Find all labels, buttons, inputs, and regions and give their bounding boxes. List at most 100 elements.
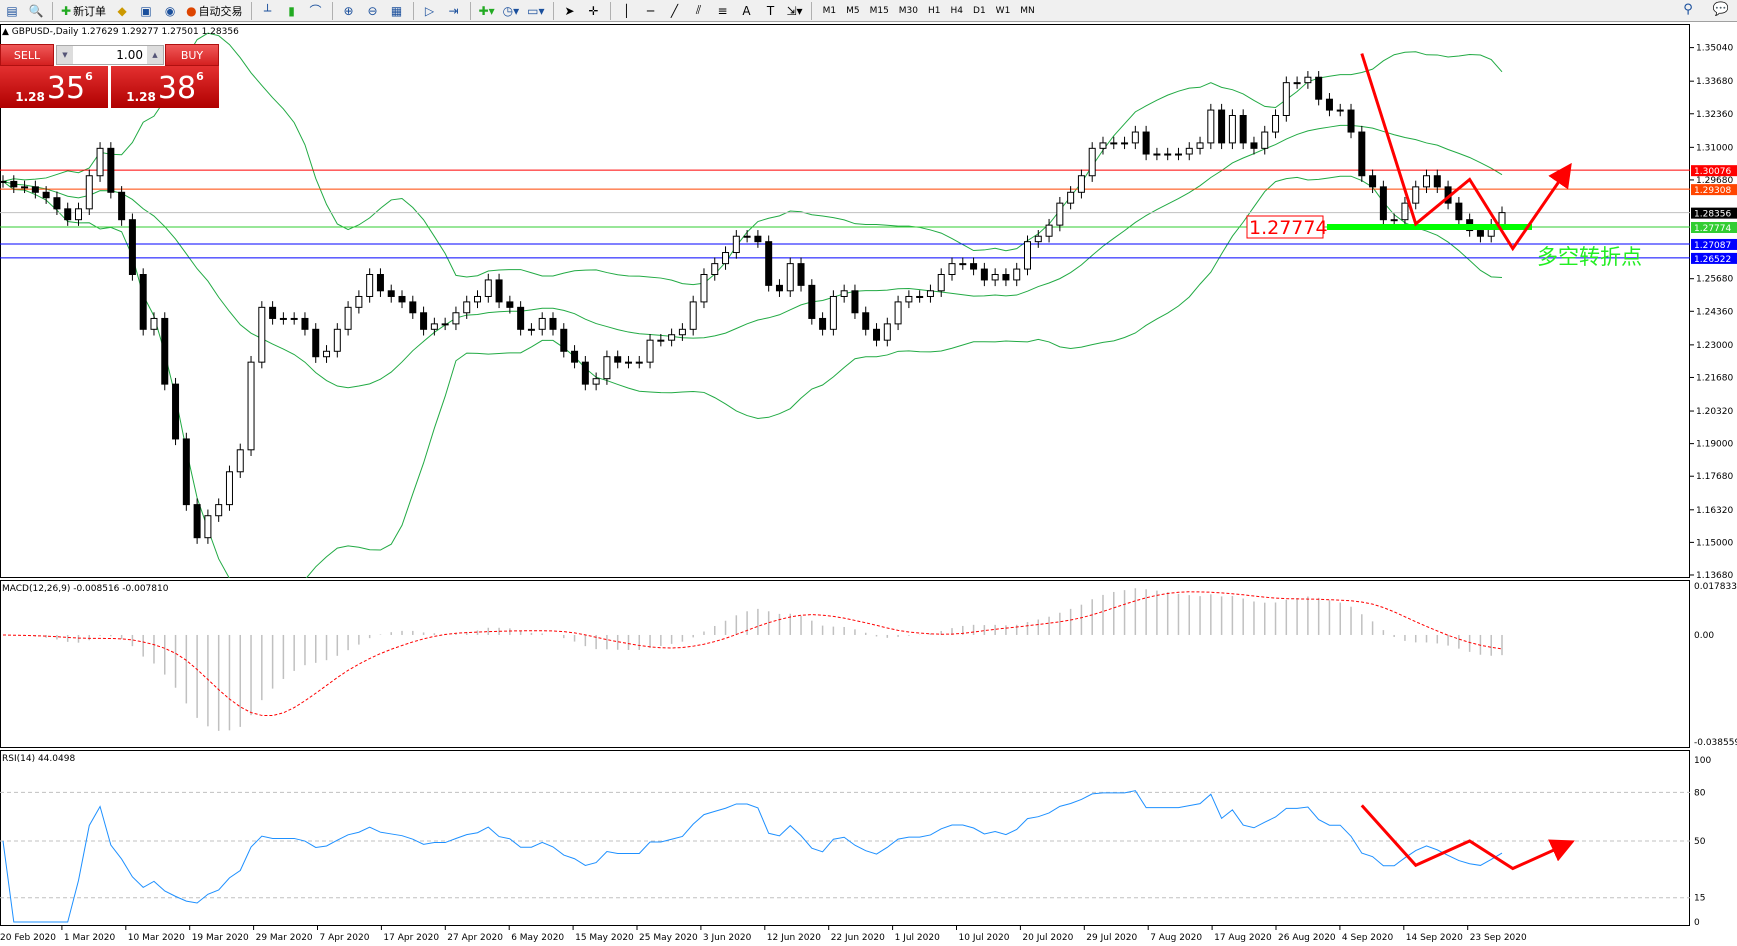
chart-shift-icon[interactable]: ⇥	[448, 3, 459, 18]
candle	[797, 263, 805, 286]
sell-button[interactable]: SELL	[0, 44, 54, 66]
auto-scroll-icon[interactable]: ▷	[424, 3, 435, 18]
candle	[64, 208, 72, 221]
y-tick-label: 1.29680	[1696, 176, 1733, 186]
templates-icon[interactable]: ▭▾	[527, 3, 545, 18]
candle	[1088, 147, 1096, 177]
x-tick-label: 1 Mar 2020	[64, 933, 116, 943]
candle	[851, 290, 859, 314]
y-tick-label: 1.13680	[1696, 571, 1733, 581]
arrows-icon[interactable]: ⇲▾	[786, 3, 803, 18]
fibonacci-icon[interactable]: ≡	[717, 3, 728, 18]
new-order-button[interactable]: ✚ 新订单	[59, 1, 108, 20]
terminal-icon[interactable]: ▣	[140, 3, 152, 18]
chart-header: ▲ GBPUSD-,Daily 1.27629 1.29277 1.27501 …	[2, 27, 239, 37]
zoom-in-icon[interactable]: ⊕	[343, 3, 354, 18]
candle	[754, 235, 762, 243]
candle	[1476, 230, 1484, 237]
y-tick-label: 1.19000	[1696, 440, 1733, 450]
bar-chart-icon[interactable]: ┴	[263, 3, 272, 18]
text-label-icon[interactable]: T	[766, 3, 775, 18]
increase-lot-icon[interactable]: ▲	[147, 46, 163, 64]
search-icon[interactable]: ⚲	[1683, 2, 1693, 17]
candle	[128, 219, 136, 276]
candle	[1077, 175, 1085, 193]
tile-windows-icon[interactable]: ▦	[390, 3, 403, 18]
candle	[592, 378, 600, 385]
sell-price-pips: 35	[46, 71, 86, 106]
indicators-icon[interactable]: ✚▾	[478, 3, 495, 18]
candle	[333, 328, 341, 352]
candle	[1013, 268, 1021, 281]
data-window-icon[interactable]: 🔍	[28, 3, 44, 18]
candle	[10, 180, 18, 188]
timeframe-h4[interactable]: H4	[950, 5, 964, 16]
divider	[250, 1, 252, 20]
candle	[668, 334, 676, 341]
candle	[1293, 82, 1301, 85]
candlestick-icon[interactable]: ▮	[288, 3, 295, 18]
timeframe-h1[interactable]: H1	[928, 5, 941, 16]
candle	[538, 317, 546, 330]
crosshair-icon[interactable]: ✛	[588, 3, 599, 18]
rsi-title: RSI(14) 44.0498	[2, 754, 75, 764]
candle	[1067, 191, 1075, 204]
timeframe-m5[interactable]: M5	[846, 5, 860, 16]
timeframe-m1[interactable]: M1	[822, 5, 837, 16]
sell-price[interactable]: 1.28 35 6	[0, 66, 108, 108]
candle	[85, 175, 93, 210]
candle	[1110, 142, 1118, 145]
vertical-line-icon[interactable]: │	[622, 3, 631, 18]
timeframe-mn[interactable]: MN	[1020, 5, 1035, 16]
metaeditor-icon[interactable]: ◆	[117, 3, 127, 18]
x-tick-label: 1 Jul 2020	[895, 933, 940, 943]
channel-icon[interactable]: ⫽	[695, 3, 702, 17]
chart-window[interactable]: 1.35040 1.33680 1.32360 1.31000 1.29680 1.256…	[0, 24, 1737, 946]
candle	[161, 317, 169, 385]
chat-icon[interactable]: 💬	[1712, 2, 1729, 17]
lot-stepper[interactable]: ▼ 1.00 ▲	[56, 45, 164, 65]
candle	[775, 284, 783, 292]
macd-y-label: 0.00	[1694, 631, 1714, 641]
line-chart-icon[interactable]: ⌒	[309, 4, 322, 18]
text-icon[interactable]: A	[742, 3, 751, 18]
buy-price[interactable]: 1.28 38 6	[111, 66, 219, 108]
x-tick-label: 26 Aug 2020	[1278, 933, 1336, 943]
zoom-out-icon[interactable]: ⊖	[367, 3, 378, 18]
timeframe-m15[interactable]: M15	[869, 5, 889, 16]
candle	[937, 274, 945, 292]
candle	[74, 208, 82, 221]
timeframe-d1[interactable]: D1	[973, 5, 986, 16]
collapse-icon[interactable]: ▲	[2, 27, 12, 37]
y-tick-label: 1.31000	[1696, 143, 1733, 153]
candle	[107, 147, 115, 193]
candle	[1272, 114, 1280, 133]
timeframe-m30[interactable]: M30	[898, 5, 919, 16]
cursor-icon[interactable]: ➤	[564, 3, 575, 18]
candle	[355, 295, 363, 308]
candle	[1304, 76, 1312, 84]
candle	[581, 361, 589, 385]
pane-frame	[0, 24, 1690, 578]
lot-input[interactable]: 1.00	[116, 48, 143, 62]
horizontal-line-icon[interactable]: ─	[646, 3, 655, 18]
candle	[1347, 109, 1355, 133]
periods-icon[interactable]: ◷▾	[502, 3, 520, 18]
candle	[215, 504, 223, 517]
trendline-icon[interactable]: ╱	[670, 3, 679, 18]
price-level-label: 1.27087	[1694, 241, 1731, 251]
level-label-box	[1246, 215, 1324, 239]
auto-trade-icon: ●	[186, 3, 197, 18]
auto-trade-button[interactable]: ● 自动交易	[184, 1, 244, 20]
decrease-lot-icon[interactable]: ▼	[57, 46, 73, 64]
candle	[1239, 114, 1247, 144]
rsi-y-label: 50	[1694, 837, 1706, 847]
timeframe-w1[interactable]: W1	[995, 5, 1011, 16]
buy-button[interactable]: BUY	[165, 44, 219, 66]
candle	[959, 263, 967, 266]
market-watch-icon[interactable]: ▤	[6, 3, 18, 18]
candle	[1121, 142, 1129, 145]
candle	[182, 438, 190, 506]
candle	[517, 306, 525, 330]
signals-icon[interactable]: ◉	[164, 3, 176, 18]
